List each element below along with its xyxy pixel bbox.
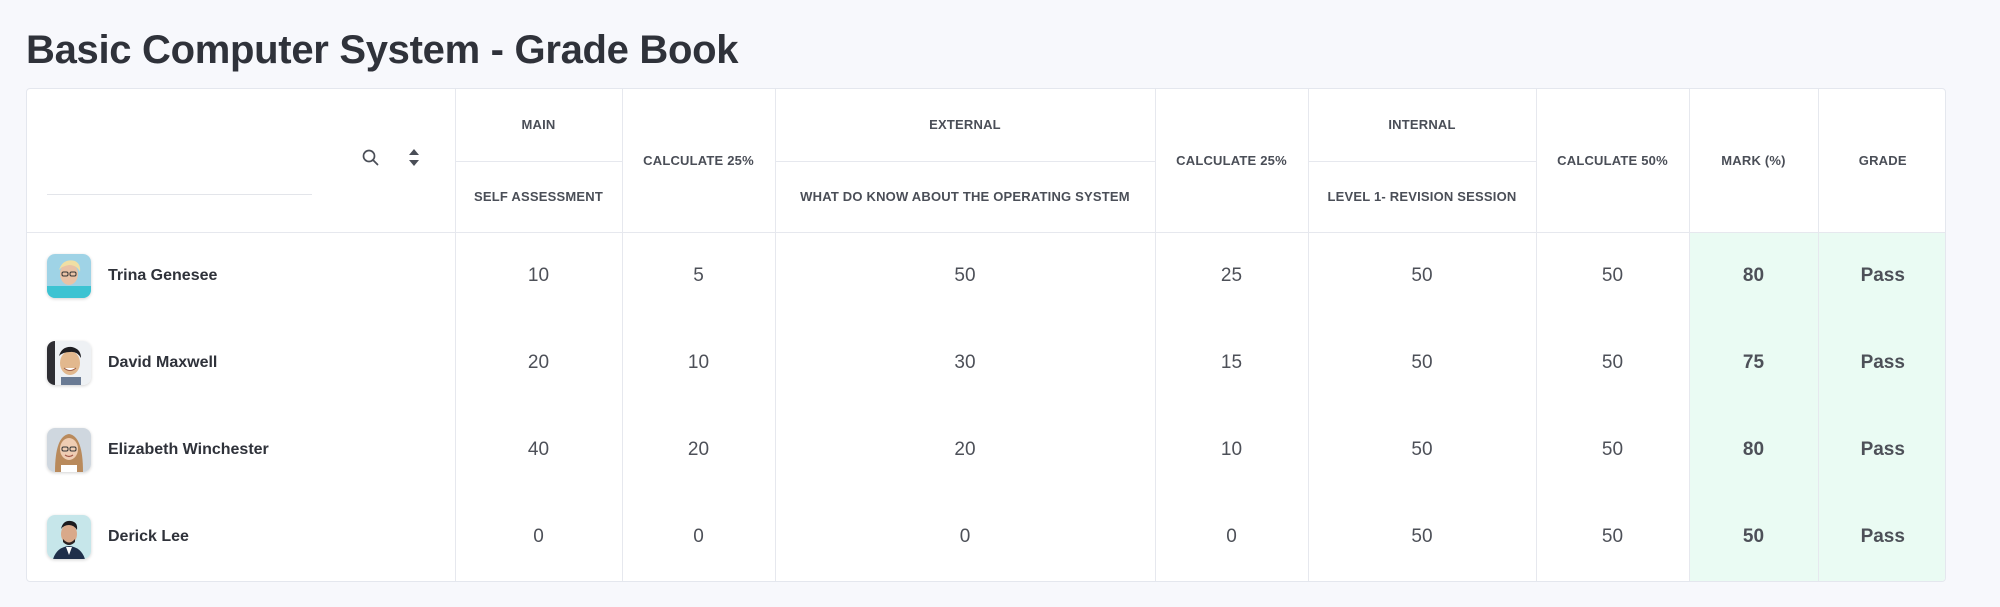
column-calc-internal[interactable]: CALCULATE 50% xyxy=(1536,89,1690,233)
avatar[interactable] xyxy=(47,428,91,473)
avatar[interactable] xyxy=(47,340,91,385)
score-internal[interactable]: 50 xyxy=(1308,406,1537,494)
column-self-assessment[interactable]: SELF ASSESSMENT xyxy=(455,161,623,233)
gradebook-card: MAIN CALCULATE 25% EXTERNAL CALCULATE 25… xyxy=(26,88,1946,582)
sort-icon[interactable] xyxy=(408,148,420,170)
score-calc-external: 25 xyxy=(1155,232,1309,320)
mark-value: 80 xyxy=(1688,406,1819,494)
column-group-external: EXTERNAL xyxy=(775,89,1156,162)
score-external[interactable]: 20 xyxy=(775,406,1156,494)
search-icon[interactable] xyxy=(362,149,379,169)
score-internal[interactable]: 50 xyxy=(1308,232,1537,320)
student-cell: Elizabeth Winchester xyxy=(27,406,456,494)
column-revision-session[interactable]: LEVEL 1- REVISION SESSION xyxy=(1308,161,1537,233)
student-name[interactable]: Elizabeth Winchester xyxy=(108,441,269,459)
score-external[interactable]: 50 xyxy=(775,232,1156,320)
column-calc-external[interactable]: CALCULATE 25% xyxy=(1155,89,1309,233)
column-calc-main[interactable]: CALCULATE 25% xyxy=(622,89,776,233)
student-name[interactable]: David Maxwell xyxy=(108,353,218,371)
score-self-assessment[interactable]: 20 xyxy=(455,319,623,407)
score-self-assessment[interactable]: 0 xyxy=(455,493,623,581)
table-row: Trina Genesee 10 5 50 25 50 50 80 Pass xyxy=(27,232,1945,320)
score-calc-external: 15 xyxy=(1155,319,1309,407)
table-row: David Maxwell 20 10 30 15 50 50 75 Pass xyxy=(27,319,1945,407)
grade-value: Pass xyxy=(1818,406,1945,494)
column-operating-system[interactable]: WHAT DO KNOW ABOUT THE OPERATING SYSTEM xyxy=(775,161,1156,233)
student-name[interactable]: Derick Lee xyxy=(108,528,189,546)
avatar[interactable] xyxy=(47,253,91,298)
page-title: Basic Computer System - Grade Book xyxy=(26,28,739,72)
score-calc-internal: 50 xyxy=(1536,319,1690,407)
score-external[interactable]: 30 xyxy=(775,319,1156,407)
score-calc-internal: 50 xyxy=(1536,406,1690,494)
student-cell: David Maxwell xyxy=(27,319,456,407)
score-calc-main: 0 xyxy=(622,493,776,581)
score-self-assessment[interactable]: 40 xyxy=(455,406,623,494)
score-calc-main: 5 xyxy=(622,232,776,320)
score-calc-internal: 50 xyxy=(1536,493,1690,581)
student-search-input[interactable] xyxy=(47,165,312,195)
avatar[interactable] xyxy=(47,515,91,560)
score-calc-main: 20 xyxy=(622,406,776,494)
table-row: Elizabeth Winchester 40 20 20 10 50 50 8… xyxy=(27,406,1945,494)
score-calc-external: 0 xyxy=(1155,493,1309,581)
student-name[interactable]: Trina Genesee xyxy=(108,266,218,284)
mark-value: 75 xyxy=(1688,319,1819,407)
grade-value: Pass xyxy=(1818,319,1945,407)
score-calc-internal: 50 xyxy=(1536,232,1690,320)
column-mark[interactable]: MARK (%) xyxy=(1689,89,1819,233)
score-internal[interactable]: 50 xyxy=(1308,319,1537,407)
table-row: Derick Lee 0 0 0 0 50 50 50 Pass xyxy=(27,493,1945,581)
student-cell: Derick Lee xyxy=(27,493,456,581)
score-internal[interactable]: 50 xyxy=(1308,493,1537,581)
grade-value: Pass xyxy=(1818,493,1945,581)
grade-value: Pass xyxy=(1818,232,1945,320)
column-group-main: MAIN xyxy=(455,89,623,162)
mark-value: 50 xyxy=(1688,493,1819,581)
score-calc-external: 10 xyxy=(1155,406,1309,494)
score-self-assessment[interactable]: 10 xyxy=(455,232,623,320)
gradebook-table: MAIN CALCULATE 25% EXTERNAL CALCULATE 25… xyxy=(27,89,1945,581)
column-grade[interactable]: GRADE xyxy=(1818,89,1945,233)
search-header-cell xyxy=(27,89,456,233)
column-group-internal: INTERNAL xyxy=(1308,89,1537,162)
score-calc-main: 10 xyxy=(622,319,776,407)
score-external[interactable]: 0 xyxy=(775,493,1156,581)
student-cell: Trina Genesee xyxy=(27,232,456,320)
mark-value: 80 xyxy=(1688,232,1819,320)
